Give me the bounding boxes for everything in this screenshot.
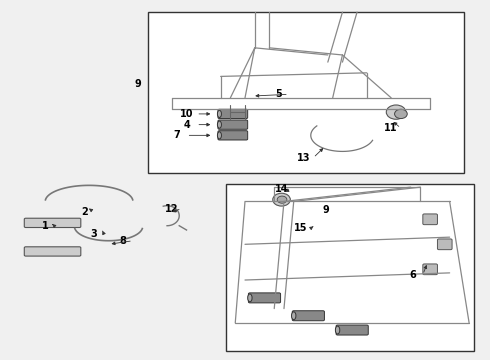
FancyBboxPatch shape	[24, 218, 81, 228]
FancyBboxPatch shape	[248, 293, 281, 303]
FancyBboxPatch shape	[218, 131, 247, 140]
Text: 13: 13	[297, 153, 310, 163]
Text: 6: 6	[410, 270, 416, 280]
Circle shape	[394, 109, 407, 118]
Text: 8: 8	[120, 236, 126, 246]
Circle shape	[386, 105, 406, 119]
FancyBboxPatch shape	[438, 239, 452, 249]
FancyBboxPatch shape	[423, 214, 438, 225]
FancyBboxPatch shape	[218, 120, 247, 129]
Circle shape	[273, 193, 290, 206]
Text: 2: 2	[81, 207, 88, 217]
FancyBboxPatch shape	[336, 325, 368, 335]
Text: 5: 5	[276, 89, 282, 99]
Ellipse shape	[292, 312, 296, 320]
Text: 15: 15	[294, 223, 308, 233]
Text: 9: 9	[322, 205, 329, 215]
Ellipse shape	[335, 326, 340, 334]
Text: 3: 3	[91, 229, 98, 239]
Text: 4: 4	[183, 120, 190, 130]
FancyBboxPatch shape	[24, 247, 81, 256]
Text: 7: 7	[173, 130, 180, 140]
Text: 12: 12	[165, 203, 179, 213]
Bar	[147, 12, 464, 173]
Text: 9: 9	[134, 78, 141, 89]
FancyBboxPatch shape	[423, 264, 438, 275]
FancyBboxPatch shape	[292, 311, 324, 321]
Text: 14: 14	[275, 184, 288, 194]
Ellipse shape	[218, 121, 221, 128]
Ellipse shape	[218, 132, 221, 139]
Ellipse shape	[218, 111, 221, 117]
FancyBboxPatch shape	[218, 109, 247, 118]
Circle shape	[277, 196, 287, 203]
Text: 11: 11	[385, 123, 398, 133]
Ellipse shape	[247, 294, 252, 302]
Text: 1: 1	[42, 221, 49, 231]
Bar	[225, 184, 474, 351]
Text: 10: 10	[180, 109, 193, 119]
